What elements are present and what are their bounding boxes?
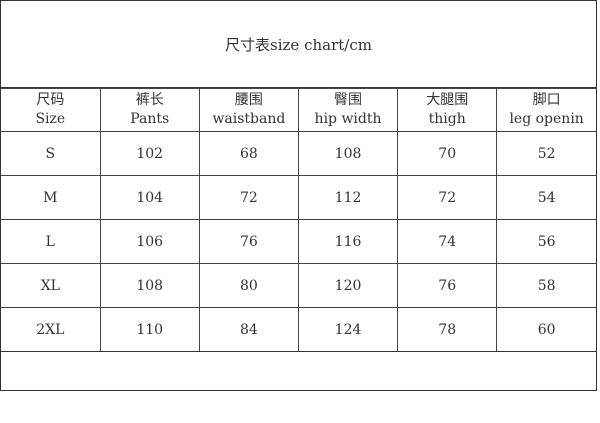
table-cell: 74 [397, 219, 498, 264]
header-size: 尺码 Size [1, 88, 101, 132]
table-cell: 120 [297, 263, 399, 308]
table-row: XL 108 80 120 76 58 [1, 263, 596, 308]
header-pants: 裤长 Pants [99, 88, 200, 132]
table-cell: 2XL [1, 307, 101, 352]
header-row: 尺码 Size 裤长 Pants 腰围 waistband 臀围 hip width 大… [1, 88, 596, 132]
table-cell: 68 [198, 131, 299, 176]
table-cell: L [1, 219, 101, 264]
table-cell: 72 [397, 175, 498, 220]
header-thigh: 大腿围 thigh [397, 88, 498, 132]
table-cell: 104 [99, 175, 200, 220]
header-cn: 臀围 [334, 92, 363, 108]
table-cell: 52 [496, 131, 596, 176]
header-cn: 尺码 [36, 92, 65, 108]
table-cell: 56 [496, 219, 596, 264]
header-cn: 腰围 [234, 92, 263, 108]
header-cn: 脚口 [532, 92, 561, 108]
table-cell: 106 [99, 219, 200, 264]
table-cell: 108 [99, 263, 200, 308]
header-leg-opening: 脚口 leg openin [496, 88, 596, 132]
header-cn: 裤长 [135, 92, 164, 108]
table-cell: 76 [198, 219, 299, 264]
header-en: hip width [314, 111, 382, 127]
table-row: S 102 68 108 70 52 [1, 131, 596, 176]
table-cell: 112 [297, 175, 399, 220]
table-cell: 70 [397, 131, 498, 176]
header-hip: 臀围 hip width [297, 88, 399, 132]
table-cell: M [1, 175, 101, 220]
table-cell: 80 [198, 263, 299, 308]
header-waistband: 腰围 waistband [198, 88, 299, 132]
table-cell: 110 [99, 307, 200, 352]
table-row: M 104 72 112 72 54 [1, 175, 596, 220]
size-chart: 尺寸表size chart/cm 尺码 Size 裤长 Pants 腰围 waistb… [0, 0, 597, 391]
table-cell: 60 [496, 307, 596, 352]
header-en: thigh [428, 111, 466, 127]
table-cell: 58 [496, 263, 596, 308]
table-cell: 76 [397, 263, 498, 308]
table-row: 2XL 110 84 124 78 60 [1, 307, 596, 352]
header-en: waistband [212, 111, 286, 127]
header-en: leg openin [509, 111, 584, 127]
table-cell: 102 [99, 131, 200, 176]
table-cell: 72 [198, 175, 299, 220]
table-cell: XL [1, 263, 101, 308]
table-cell: 108 [297, 131, 399, 176]
size-table: 尺码 Size 裤长 Pants 腰围 waistband 臀围 hip width 大… [1, 88, 596, 352]
header-en: Pants [130, 111, 170, 127]
table-cell: S [1, 131, 101, 176]
header-cn: 大腿围 [426, 92, 469, 108]
table-row: L 106 76 116 74 56 [1, 219, 596, 264]
chart-title: 尺寸表size chart/cm [1, 1, 596, 88]
table-cell: 78 [397, 307, 498, 352]
table-cell: 116 [297, 219, 399, 264]
header-en: Size [35, 111, 66, 127]
table-cell: 124 [297, 307, 399, 352]
table-cell: 84 [198, 307, 299, 352]
table-cell: 54 [496, 175, 596, 220]
